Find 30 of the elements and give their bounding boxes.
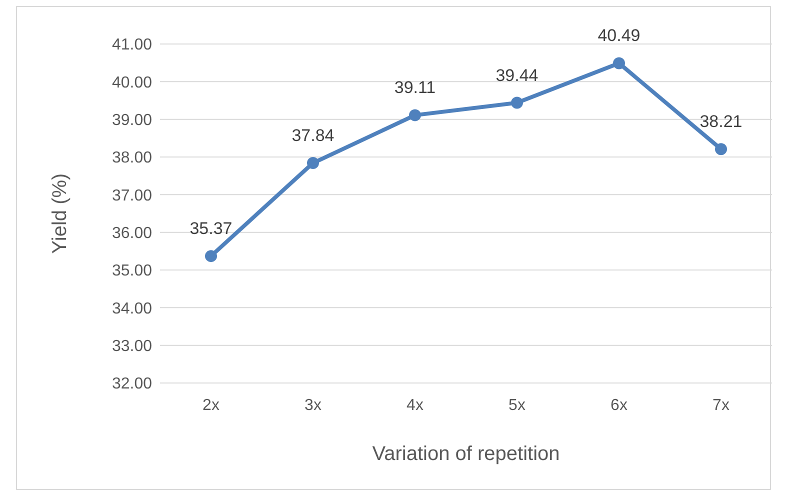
data-label: 40.49 xyxy=(598,26,640,46)
x-tick-label: 7x xyxy=(712,397,730,414)
y-tick-label: 35.00 xyxy=(112,262,152,280)
point xyxy=(715,143,727,156)
x-tick-label: 6x xyxy=(610,397,628,414)
y-tick-label: 41.00 xyxy=(112,36,152,54)
y-tick-label: 34.00 xyxy=(112,300,152,318)
y-tick-label: 32.00 xyxy=(112,376,152,393)
point xyxy=(613,57,625,70)
x-tick-label: 5x xyxy=(508,397,526,414)
point xyxy=(205,250,217,262)
x-axis-title: Variation of repetition xyxy=(372,443,560,465)
point xyxy=(511,96,523,109)
data-label: 37.84 xyxy=(292,126,334,146)
data-label: 39.44 xyxy=(496,66,538,85)
y-tick-label: 36.00 xyxy=(112,224,152,242)
y-tick-label: 39.00 xyxy=(112,112,152,129)
data-label: 38.21 xyxy=(700,112,742,132)
data-label: 35.37 xyxy=(190,219,232,238)
x-tick-label: 4x xyxy=(406,397,424,414)
point xyxy=(307,157,319,170)
x-tick-label: 3x xyxy=(304,397,322,414)
y-tick-label: 33.00 xyxy=(112,338,152,355)
y-axis-title: Yield (%) xyxy=(49,173,71,254)
point xyxy=(409,109,421,122)
y-tick-label: 37.00 xyxy=(112,187,152,204)
data-label: 39.11 xyxy=(394,78,436,98)
x-tick-label: 2x xyxy=(202,397,220,414)
y-tick-label: 38.00 xyxy=(112,150,152,167)
y-tick-label: 40.00 xyxy=(112,74,152,92)
